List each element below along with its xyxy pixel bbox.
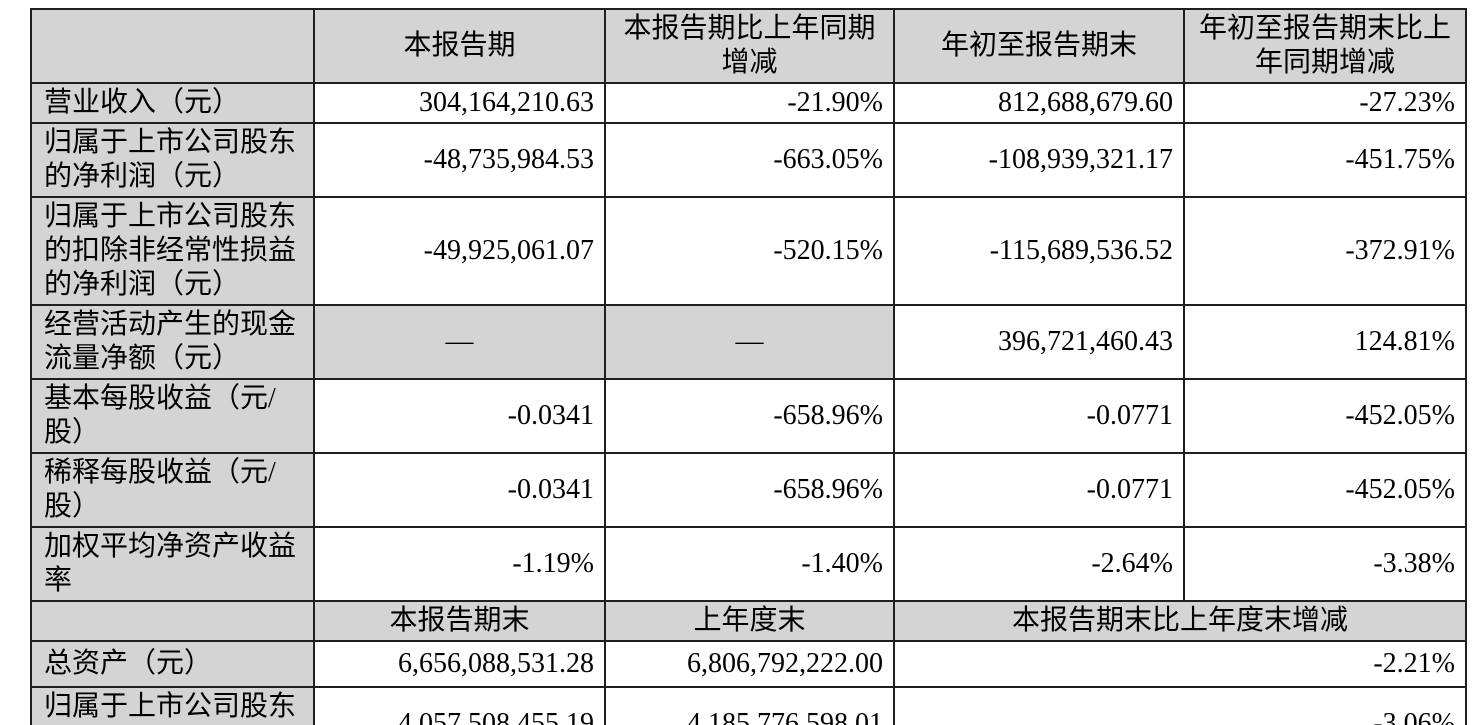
value-cell: 304,164,210.63: [313, 82, 606, 124]
row-label: 营业收入（元）: [30, 82, 315, 124]
value-cell: -452.05%: [1183, 378, 1467, 454]
value-cell: 124.81%: [1183, 304, 1467, 380]
table-row-operating-revenue: 营业收入（元） 304,164,210.63 -21.90% 812,688,6…: [30, 82, 1467, 124]
row-label: 经营活动产生的现金流量净额（元）: [30, 304, 315, 380]
value-cell: -27.23%: [1183, 82, 1467, 124]
value-cell-change: -2.21%: [893, 640, 1467, 688]
value-cell: 4,057,508,455.19: [313, 686, 606, 725]
header-row-period-end: 本报告期末 上年度末 本报告期末比上年度末增减: [30, 600, 1467, 642]
table-row-basic-eps: 基本每股收益（元/股） -0.0341 -658.96% -0.0771 -45…: [30, 378, 1467, 454]
header-cell-current-period: 本报告期: [313, 8, 606, 84]
row-label: 稀释每股收益（元/股）: [30, 452, 315, 528]
row-label: 归属于上市公司股东的所有者权益（元）: [30, 686, 315, 725]
value-cell: -1.19%: [313, 526, 606, 602]
value-cell: -21.90%: [604, 82, 895, 124]
table-row-operating-cash-flow: 经营活动产生的现金流量净额（元） — — 396,721,460.43 124.…: [30, 304, 1467, 380]
table-row-total-assets: 总资产（元） 6,656,088,531.28 6,806,792,222.00…: [30, 640, 1467, 688]
financial-summary-table: 本报告期 本报告期比上年同期增减 年初至报告期末 年初至报告期末比上年同期增减 …: [30, 8, 1467, 725]
value-cell: -1.40%: [604, 526, 895, 602]
row-label: 归属于上市公司股东的扣除非经常性损益的净利润（元）: [30, 196, 315, 306]
value-cell: -49,925,061.07: [313, 196, 606, 306]
value-cell-not-applicable: —: [313, 304, 606, 380]
header-cell-current-period-end: 本报告期末: [313, 600, 606, 642]
value-cell: -48,735,984.53: [313, 122, 606, 198]
header-cell-current-period-change: 本报告期比上年同期增减: [604, 8, 895, 84]
value-cell: -452.05%: [1183, 452, 1467, 528]
header-cell-empty: [30, 8, 315, 84]
row-label: 总资产（元）: [30, 640, 315, 688]
value-cell: -0.0771: [893, 452, 1185, 528]
value-cell: 4,185,776,598.01: [604, 686, 895, 725]
header-cell-prior-year-end: 上年度末: [604, 600, 895, 642]
value-cell: -3.38%: [1183, 526, 1467, 602]
header-cell-empty: [30, 600, 315, 642]
value-cell: -0.0341: [313, 452, 606, 528]
row-label: 基本每股收益（元/股）: [30, 378, 315, 454]
value-cell: -520.15%: [604, 196, 895, 306]
table-row-shareholders-equity: 归属于上市公司股东的所有者权益（元） 4,057,508,455.19 4,18…: [30, 686, 1467, 725]
header-cell-ytd: 年初至报告期末: [893, 8, 1185, 84]
value-cell: 812,688,679.60: [893, 82, 1185, 124]
value-cell: -0.0341: [313, 378, 606, 454]
value-cell: 396,721,460.43: [893, 304, 1185, 380]
value-cell: -663.05%: [604, 122, 895, 198]
table-row-net-profit-excl-nonrecurring: 归属于上市公司股东的扣除非经常性损益的净利润（元） -49,925,061.07…: [30, 196, 1467, 306]
table-row-diluted-eps: 稀释每股收益（元/股） -0.0341 -658.96% -0.0771 -45…: [30, 452, 1467, 528]
header-row-period: 本报告期 本报告期比上年同期增减 年初至报告期末 年初至报告期末比上年同期增减: [30, 8, 1467, 84]
table-row-net-profit: 归属于上市公司股东的净利润（元） -48,735,984.53 -663.05%…: [30, 122, 1467, 198]
value-cell: 6,656,088,531.28: [313, 640, 606, 688]
table-row-weighted-avg-roe: 加权平均净资产收益率 -1.19% -1.40% -2.64% -3.38%: [30, 526, 1467, 602]
row-label: 归属于上市公司股东的净利润（元）: [30, 122, 315, 198]
value-cell: -115,689,536.52: [893, 196, 1185, 306]
value-cell: -658.96%: [604, 378, 895, 454]
value-cell: -108,939,321.17: [893, 122, 1185, 198]
value-cell: -2.64%: [893, 526, 1185, 602]
value-cell: -451.75%: [1183, 122, 1467, 198]
value-cell: 6,806,792,222.00: [604, 640, 895, 688]
row-label: 加权平均净资产收益率: [30, 526, 315, 602]
value-cell: -658.96%: [604, 452, 895, 528]
value-cell-not-applicable: —: [604, 304, 895, 380]
value-cell: -0.0771: [893, 378, 1185, 454]
value-cell-change: -3.06%: [893, 686, 1467, 725]
header-cell-ytd-change: 年初至报告期末比上年同期增减: [1183, 8, 1467, 84]
value-cell: -372.91%: [1183, 196, 1467, 306]
header-cell-period-end-change: 本报告期末比上年度末增减: [893, 600, 1467, 642]
